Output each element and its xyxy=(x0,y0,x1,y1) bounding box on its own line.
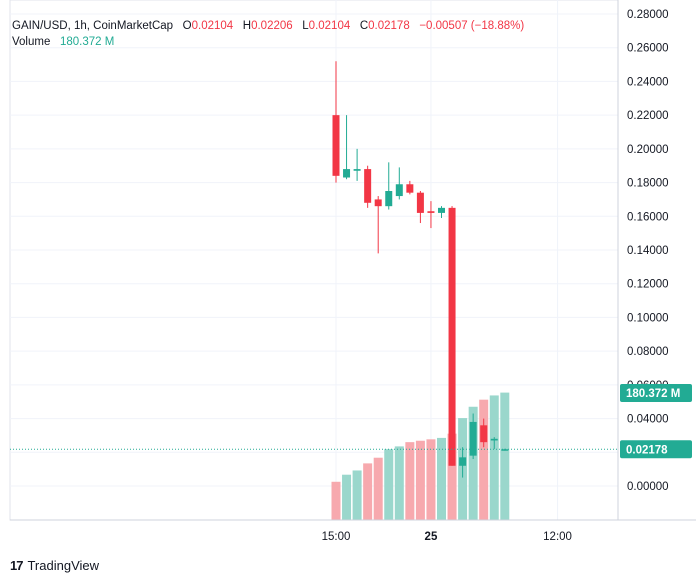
x-tick-label: 12:00 xyxy=(543,531,572,543)
y-tick-label: 0.20000 xyxy=(627,144,669,156)
open-value: 0.02104 xyxy=(191,20,234,32)
y-tick-label: 0.26000 xyxy=(627,43,669,55)
grid xyxy=(9,0,619,521)
low-value: 0.02104 xyxy=(308,20,351,32)
chart-legend: GAIN/USD, 1h, CoinMarketCap O0.02104 H0.… xyxy=(12,18,524,50)
candle-body xyxy=(353,169,361,171)
candle-body xyxy=(364,169,372,203)
volume-value: 180.372 M xyxy=(59,36,115,48)
close-value: 0.02178 xyxy=(368,20,410,32)
last-price-badge: 0.02178 xyxy=(626,444,668,456)
high-value: 0.02206 xyxy=(251,20,293,32)
legend-row-ohlc: GAIN/USD, 1h, CoinMarketCap O0.02104 H0.… xyxy=(12,18,524,34)
volume-badge: 180.372 M xyxy=(626,388,680,400)
volume-bar xyxy=(373,457,383,520)
candle-body xyxy=(343,169,351,178)
volume-bar xyxy=(437,437,446,520)
candle-body xyxy=(480,425,488,443)
volume-label[interactable]: Volume xyxy=(12,36,51,48)
candle-body xyxy=(501,449,509,451)
tradingview-logo-icon: 17 xyxy=(10,558,24,573)
volume-bar xyxy=(479,399,489,520)
volume-bar xyxy=(394,446,404,520)
symbol-label[interactable]: GAIN/USD, 1h, CoinMarketCap xyxy=(12,20,174,32)
candle-body xyxy=(469,421,477,456)
y-tick-label: 0.00000 xyxy=(627,481,669,493)
candlesticks xyxy=(332,61,509,478)
plot-frame xyxy=(9,0,619,521)
volume-bar xyxy=(331,481,341,520)
y-tick-label: 0.22000 xyxy=(627,110,669,122)
close-label: C xyxy=(359,20,369,32)
candle-body xyxy=(459,457,467,466)
high-label: H xyxy=(242,20,252,32)
last-price-badge-bg xyxy=(620,440,692,459)
open-label: O xyxy=(182,20,192,32)
volume-bar xyxy=(342,474,352,520)
volume-bar xyxy=(384,449,394,520)
y-tick-label: 0.18000 xyxy=(627,178,669,190)
candle-body xyxy=(448,207,456,466)
x-tick-label: 15:00 xyxy=(322,531,351,543)
y-tick-label: 0.10000 xyxy=(627,312,669,324)
legend-row-volume: Volume 180.372 M xyxy=(12,34,524,50)
candle-body xyxy=(490,438,498,441)
axes: 0.28000 0.26000 0.24000 0.22000 0.20000 0.180… xyxy=(10,0,696,543)
price-badges: 180.372 M 0.02178 xyxy=(620,384,692,459)
volume-bar xyxy=(405,442,415,520)
y-tick-label: 0.16000 xyxy=(627,211,669,223)
y-tick-label: 0.24000 xyxy=(627,76,669,88)
candle-body xyxy=(427,211,435,213)
volume-bar xyxy=(447,433,457,520)
volume-bar xyxy=(363,463,373,520)
volume-bars xyxy=(331,392,510,520)
low-label: L xyxy=(302,20,309,32)
tradingview-logo-text: TradingView xyxy=(27,558,100,573)
volume-bar xyxy=(426,439,436,520)
candle-body xyxy=(438,207,445,213)
volume-bar xyxy=(489,395,499,520)
y-tick-label: 0.04000 xyxy=(627,414,669,426)
candle-body xyxy=(395,184,403,197)
tradingview-logo[interactable]: 17 TradingView xyxy=(10,558,99,573)
y-tick-label: 0.28000 xyxy=(627,9,669,21)
change-value: −0.00507 (−18.88%) xyxy=(419,20,525,32)
candle-body xyxy=(332,115,340,176)
y-tick-label: 0.12000 xyxy=(627,279,669,291)
y-tick-label: 0.14000 xyxy=(627,245,669,257)
candle-body xyxy=(385,191,393,207)
y-tick-label: 0.08000 xyxy=(627,346,669,358)
candle-body xyxy=(374,199,382,207)
volume-bar xyxy=(468,406,478,520)
candle-body xyxy=(416,192,424,213)
volume-bar xyxy=(415,440,425,520)
candle-body xyxy=(406,184,414,193)
x-tick-label: 25 xyxy=(425,531,438,543)
volume-bar xyxy=(500,392,510,520)
volume-badge-bg xyxy=(620,384,692,402)
volume-bar xyxy=(352,470,362,520)
